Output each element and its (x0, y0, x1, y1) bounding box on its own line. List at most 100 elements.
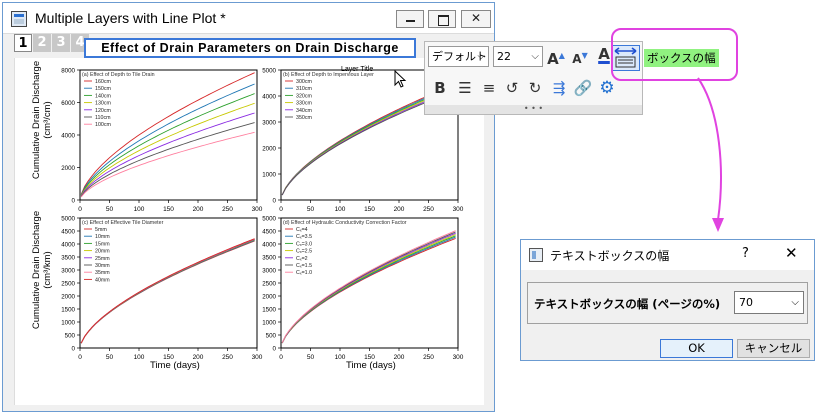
legend-label: 310cm (296, 86, 312, 92)
legend-label: 350cm (296, 115, 312, 121)
legend-label: 40mm (95, 277, 110, 283)
legend-label: 30mm (95, 263, 110, 269)
legend-label: 160cm (95, 79, 111, 85)
series-line (80, 83, 255, 195)
series-line (80, 112, 255, 197)
series-line (80, 93, 255, 196)
x-tick-label: 50 (307, 354, 315, 361)
font-size-dropdown[interactable]: 22 ⌵ (493, 46, 543, 67)
x-tick-label: 50 (307, 206, 315, 213)
series-line (80, 238, 255, 344)
legend-label: 20mm (95, 249, 110, 255)
legend-label: 25mm (95, 256, 110, 262)
legend-label: 10mm (95, 234, 110, 240)
legend-label: Cₓ=2 (296, 256, 308, 262)
close-button[interactable] (461, 10, 491, 28)
x-axis-label-right: Time (days) (346, 360, 396, 371)
align-icon[interactable]: ☰ (458, 79, 472, 97)
legend-label: 35mm (95, 270, 110, 276)
y-tick-label: 0 (72, 346, 76, 353)
y-tick-label: 500 (65, 333, 76, 340)
x-tick-label: 100 (335, 206, 346, 213)
legend-label: 110cm (95, 115, 111, 121)
graph-page: 0 50 100 150 200 250 300 0 2000 4000 6000 8000 (a) E… (14, 58, 484, 405)
minimize-button[interactable] (396, 10, 424, 28)
x-tick-label: 200 (193, 354, 204, 361)
x-tick-label: 100 (134, 206, 145, 213)
plot-title: (b) Effect of Depth to Impervious Layer (283, 72, 374, 78)
legend-label: 150cm (95, 86, 111, 92)
font-color-icon[interactable]: A (598, 45, 610, 63)
toolbar-more-handle[interactable]: • • • (425, 105, 642, 114)
highlight-callout (611, 28, 738, 81)
maximize-button[interactable] (428, 10, 456, 28)
text-box-width-button[interactable] (611, 45, 640, 71)
legend-label: 100cm (95, 122, 111, 128)
x-tick-label: 0 (279, 206, 283, 213)
y-tick-label: 5000 (262, 68, 276, 75)
spacing-icon[interactable]: ≡ (482, 79, 496, 97)
width-field-group: テキストボックスの幅 (ページの%) 70 ⌵ (527, 282, 808, 324)
x-tick-label: 200 (193, 206, 204, 213)
y-tick-label: 0 (273, 346, 277, 353)
window-titlebar[interactable]: Multiple Layers with Line Plot * (3, 3, 494, 34)
settings-gear-icon[interactable]: ⚙ (599, 78, 615, 98)
link-icon[interactable]: 🔗 (573, 79, 593, 97)
y-tick-label: 3000 (61, 268, 75, 275)
font-dropdown[interactable]: デフォルト ⌵ (428, 46, 489, 67)
cancel-button[interactable]: キャンセル (737, 339, 810, 358)
layer-tab-2[interactable]: 2 (33, 34, 51, 52)
mouse-cursor-icon (394, 70, 407, 88)
y-tick-label: 1500 (61, 307, 75, 314)
x-tick-label: 100 (134, 354, 145, 361)
plot-frame (79, 217, 258, 349)
legend-label: 120cm (95, 108, 111, 114)
y-axis-label-bottom: Cumulative Drain Discharge (cm³/km) (31, 210, 53, 330)
y-tick-label: 1000 (61, 320, 75, 327)
layer-tab-3[interactable]: 3 (52, 34, 70, 52)
dialog-close-button[interactable]: ✕ (785, 244, 798, 262)
y-tick-label: 0 (72, 198, 76, 205)
chevron-down-icon: ⌵ (477, 51, 485, 62)
x-tick-label: 150 (163, 206, 174, 213)
decrease-font-size-icon[interactable]: A▼ (572, 51, 588, 66)
rotate-left-icon[interactable]: ↺ (505, 79, 519, 97)
text-box-width-dialog: テキストボックスの幅 ? ✕ テキストボックスの幅 (ページの%) 70 ⌵ O… (520, 239, 815, 361)
legend-label: Cₓ=1.5 (296, 263, 312, 269)
y-tick-label: 2000 (262, 294, 276, 301)
y-tick-label: 500 (266, 333, 277, 340)
increase-font-size-icon[interactable]: A▲ (547, 50, 565, 68)
dialog-title: テキストボックスの幅 (550, 249, 670, 263)
legend-label: 130cm (95, 101, 111, 107)
y-tick-label: 0 (273, 198, 277, 205)
x-tick-label: 50 (106, 206, 114, 213)
x-tick-label: 200 (394, 206, 405, 213)
plot-title: (c) Effect of Effective Tile Diameter (82, 220, 164, 226)
y-tick-label: 4500 (61, 229, 75, 236)
y-tick-label: 1000 (262, 320, 276, 327)
tooltip: ボックスの幅 (644, 49, 719, 67)
layer-tab-1[interactable]: 1 (14, 34, 32, 52)
help-button[interactable]: ? (742, 246, 749, 261)
series-line (80, 72, 255, 195)
y-tick-label: 5000 (61, 216, 75, 223)
connector-icon[interactable]: ⇶ (552, 79, 566, 97)
y-tick-label: 2000 (262, 146, 276, 153)
x-tick-label: 0 (78, 206, 82, 213)
dialog-titlebar[interactable]: テキストボックスの幅 ? ✕ (521, 240, 814, 270)
layer-title-label: Layer Title (341, 66, 374, 73)
x-tick-label: 300 (453, 206, 464, 213)
bold-icon[interactable]: B (434, 79, 446, 97)
ok-button[interactable]: OK (660, 339, 733, 358)
width-percent-dropdown[interactable]: 70 ⌵ (734, 291, 804, 314)
legend-label: Cₓ=3.0 (296, 241, 312, 247)
legend-label: Cₓ=2.5 (296, 249, 312, 255)
x-tick-label: 0 (279, 354, 283, 361)
x-tick-label: 300 (252, 206, 263, 213)
y-tick-label: 4000 (262, 242, 276, 249)
x-tick-label: 200 (394, 354, 405, 361)
graph-title-textbox[interactable]: Effect of Drain Parameters on Drain Disc… (84, 38, 416, 58)
x-tick-label: 300 (453, 354, 464, 361)
plot-title: (a) Effect of Depth to Tile Drain (82, 72, 155, 78)
rotate-right-icon[interactable]: ↻ (528, 79, 542, 97)
